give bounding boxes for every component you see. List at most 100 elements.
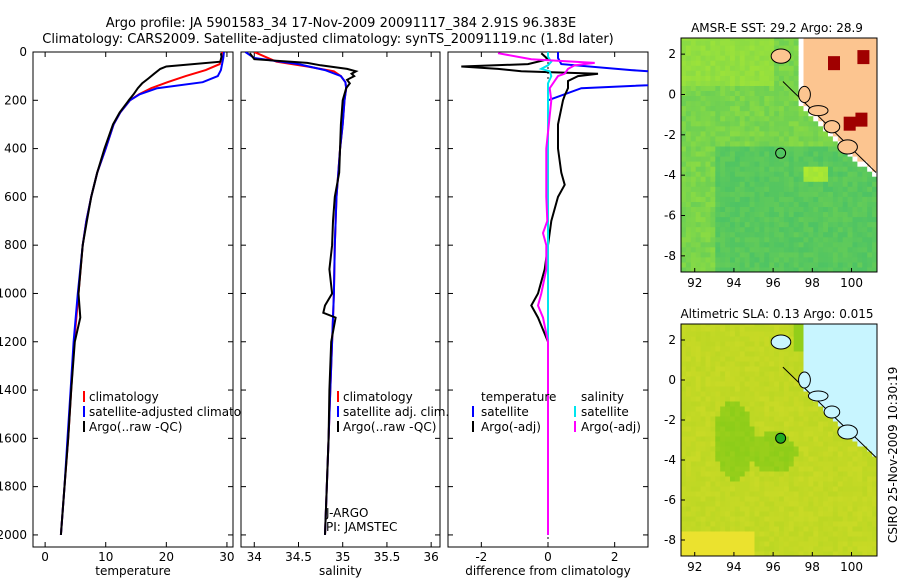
map-cell bbox=[857, 506, 863, 512]
map-cell bbox=[803, 120, 809, 127]
map-cell bbox=[720, 156, 726, 162]
map-cell bbox=[774, 486, 780, 492]
map-cell bbox=[754, 366, 760, 372]
map-cell bbox=[793, 521, 800, 527]
map-cell bbox=[823, 426, 829, 432]
map-cell bbox=[764, 336, 770, 342]
map-cell bbox=[690, 231, 697, 238]
map-cell bbox=[690, 256, 697, 263]
map-cell bbox=[715, 496, 721, 502]
map-cell bbox=[779, 356, 785, 362]
map-cell bbox=[842, 501, 849, 507]
map-cell bbox=[774, 531, 780, 537]
map-cell bbox=[813, 60, 819, 66]
map-cell bbox=[857, 406, 863, 412]
map-cell bbox=[813, 486, 819, 492]
map-cell bbox=[803, 471, 809, 477]
map-cell bbox=[823, 546, 829, 552]
map-cell bbox=[715, 346, 721, 352]
map-cell bbox=[734, 151, 741, 157]
map-cell bbox=[730, 461, 736, 467]
map-cell bbox=[769, 366, 775, 372]
map-cell bbox=[823, 75, 829, 81]
map-cell bbox=[764, 60, 770, 66]
map-cell bbox=[749, 70, 756, 76]
map-cell bbox=[705, 501, 711, 507]
map-cell bbox=[832, 366, 839, 372]
map-cell bbox=[695, 436, 702, 442]
map-cell bbox=[725, 181, 731, 187]
map-cell bbox=[803, 401, 809, 407]
map-cell bbox=[808, 461, 814, 467]
map-cell bbox=[818, 85, 824, 91]
map-cell bbox=[779, 171, 785, 177]
map-cell bbox=[837, 356, 844, 362]
map-cell bbox=[769, 406, 775, 412]
map-cell bbox=[818, 251, 824, 258]
map-cell bbox=[779, 471, 785, 477]
map-cell bbox=[813, 516, 819, 522]
map-cell bbox=[823, 486, 829, 492]
map-cell bbox=[852, 511, 858, 517]
map-cell bbox=[681, 261, 687, 268]
map-cell bbox=[788, 70, 795, 76]
map-cell bbox=[705, 55, 711, 61]
map-cell bbox=[862, 38, 868, 41]
map-cell bbox=[793, 115, 800, 122]
series-line bbox=[249, 52, 359, 535]
map-cell bbox=[783, 441, 790, 447]
map-cell bbox=[774, 541, 780, 547]
map-cell bbox=[705, 60, 711, 66]
map-cell bbox=[754, 511, 760, 517]
map-cell bbox=[842, 546, 849, 552]
map-cell bbox=[862, 481, 868, 487]
map-cell bbox=[837, 546, 844, 552]
map-cell bbox=[700, 105, 707, 112]
map-cell bbox=[710, 536, 716, 542]
map-cell bbox=[681, 120, 687, 127]
map-cell bbox=[783, 536, 790, 542]
map-cell bbox=[734, 326, 741, 332]
title-line-2: Climatology: CARS2009. Satellite-adjuste… bbox=[42, 32, 614, 47]
map-cell bbox=[803, 50, 809, 56]
map-cell bbox=[749, 171, 756, 177]
map-cell bbox=[754, 125, 760, 132]
map-cell bbox=[813, 45, 819, 51]
map-cell bbox=[739, 331, 746, 337]
map-cell bbox=[764, 156, 770, 162]
map-cell bbox=[764, 201, 770, 207]
map-cell bbox=[681, 115, 687, 122]
map-cell bbox=[705, 261, 711, 268]
map-cell bbox=[764, 421, 770, 427]
map-cell bbox=[847, 231, 854, 238]
map-cell bbox=[690, 416, 697, 422]
map-cell bbox=[832, 401, 839, 407]
map-cell bbox=[695, 256, 702, 263]
map-cell bbox=[852, 100, 858, 107]
map-cell bbox=[862, 506, 868, 512]
map-cell bbox=[867, 85, 873, 91]
map-cell bbox=[842, 241, 849, 248]
map-cell bbox=[847, 496, 854, 502]
map-cell bbox=[681, 416, 687, 422]
map-cell bbox=[823, 451, 829, 457]
map-cell bbox=[852, 466, 858, 472]
map-cell bbox=[788, 145, 795, 152]
map-cell bbox=[710, 526, 716, 532]
map-cell bbox=[852, 486, 858, 492]
map-cell bbox=[828, 426, 834, 432]
map-cell bbox=[832, 356, 839, 362]
map-cell bbox=[744, 261, 751, 268]
map-cell bbox=[769, 331, 775, 337]
map-cell bbox=[813, 441, 819, 447]
map-cell bbox=[803, 211, 809, 218]
map-cell bbox=[681, 456, 687, 462]
map-cell bbox=[813, 267, 819, 272]
map-cell bbox=[695, 120, 702, 127]
map-cell bbox=[734, 391, 741, 397]
map-cell bbox=[808, 176, 814, 182]
map-cell bbox=[681, 486, 687, 492]
map-cell bbox=[798, 331, 805, 337]
map-cell bbox=[852, 506, 858, 512]
